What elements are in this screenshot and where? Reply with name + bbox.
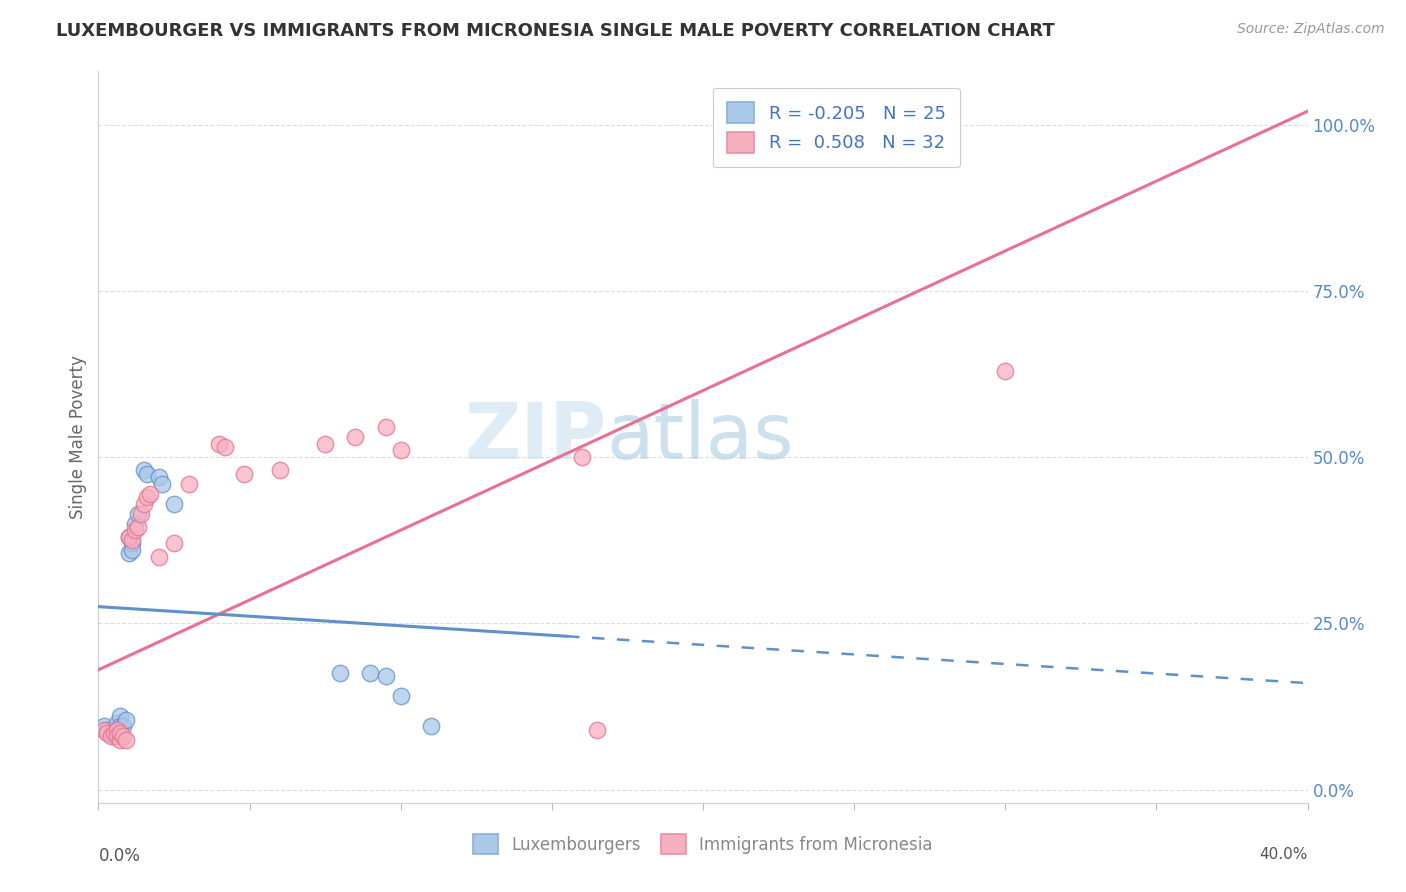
Point bbox=[111, 729, 134, 743]
Point bbox=[148, 549, 170, 564]
Point bbox=[108, 719, 131, 733]
Legend: Luxembourgers, Immigrants from Micronesia: Luxembourgers, Immigrants from Micronesi… bbox=[467, 828, 939, 860]
Point bbox=[374, 420, 396, 434]
Point bbox=[103, 726, 125, 740]
Text: LUXEMBOURGER VS IMMIGRANTS FROM MICRONESIA SINGLE MALE POVERTY CORRELATION CHART: LUXEMBOURGER VS IMMIGRANTS FROM MICRONES… bbox=[56, 22, 1054, 40]
Point bbox=[127, 520, 149, 534]
Point bbox=[586, 723, 609, 737]
Point bbox=[232, 467, 254, 481]
Text: ZIP: ZIP bbox=[464, 399, 606, 475]
Point bbox=[135, 490, 157, 504]
Point bbox=[96, 723, 118, 737]
Point bbox=[132, 497, 155, 511]
Text: 0.0%: 0.0% bbox=[98, 847, 141, 864]
Point bbox=[179, 476, 201, 491]
Point bbox=[994, 363, 1017, 377]
Y-axis label: Single Male Poverty: Single Male Poverty bbox=[69, 355, 87, 519]
Point bbox=[100, 726, 122, 740]
Point bbox=[571, 450, 593, 464]
Point bbox=[121, 536, 143, 550]
Point bbox=[114, 732, 136, 747]
Point bbox=[208, 436, 231, 450]
Point bbox=[374, 669, 396, 683]
Point bbox=[105, 729, 128, 743]
Point bbox=[269, 463, 291, 477]
Point bbox=[129, 507, 152, 521]
Point bbox=[420, 719, 443, 733]
Point bbox=[93, 719, 115, 733]
Point bbox=[150, 476, 173, 491]
Point bbox=[124, 516, 146, 531]
Point bbox=[103, 729, 125, 743]
Point bbox=[163, 497, 186, 511]
Point bbox=[314, 436, 336, 450]
Point bbox=[118, 530, 141, 544]
Point bbox=[121, 543, 143, 558]
Point bbox=[118, 546, 141, 560]
Point bbox=[163, 536, 186, 550]
Point bbox=[108, 726, 131, 740]
Point bbox=[100, 729, 122, 743]
Text: Source: ZipAtlas.com: Source: ZipAtlas.com bbox=[1237, 22, 1385, 37]
Point bbox=[132, 463, 155, 477]
Point bbox=[108, 732, 131, 747]
Point bbox=[105, 716, 128, 731]
Point bbox=[139, 486, 162, 500]
Point bbox=[124, 523, 146, 537]
Point bbox=[114, 713, 136, 727]
Point bbox=[389, 443, 412, 458]
Text: atlas: atlas bbox=[606, 399, 794, 475]
Point bbox=[93, 723, 115, 737]
Text: 40.0%: 40.0% bbox=[1260, 847, 1308, 862]
Point bbox=[121, 533, 143, 548]
Point bbox=[105, 723, 128, 737]
Point bbox=[148, 470, 170, 484]
Point bbox=[118, 530, 141, 544]
Point bbox=[344, 430, 367, 444]
Point bbox=[214, 440, 236, 454]
Point bbox=[111, 719, 134, 733]
Point bbox=[127, 507, 149, 521]
Point bbox=[389, 690, 412, 704]
Point bbox=[108, 709, 131, 723]
Point bbox=[96, 726, 118, 740]
Point bbox=[135, 467, 157, 481]
Point bbox=[360, 666, 382, 681]
Point bbox=[329, 666, 352, 681]
